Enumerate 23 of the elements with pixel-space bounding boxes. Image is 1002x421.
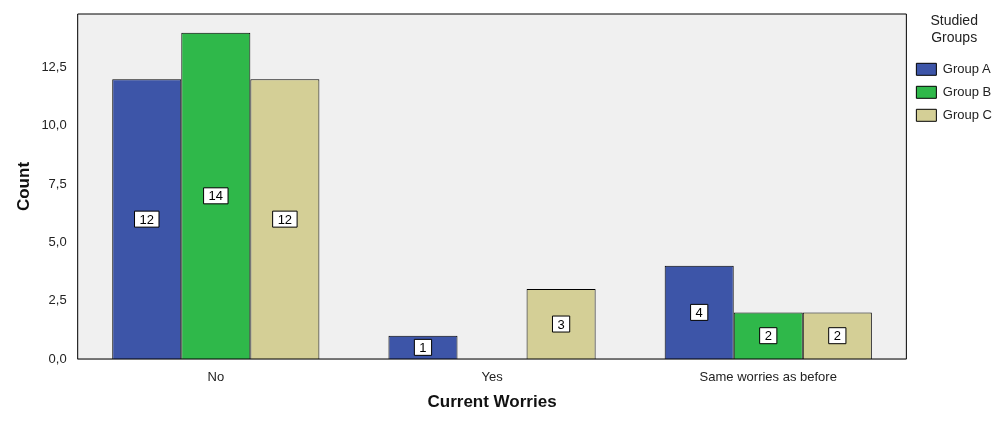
y-tick-label: 2,5 — [48, 292, 67, 308]
x-tick-label: Same worries as before — [699, 369, 837, 385]
data-label: 4 — [695, 304, 703, 320]
legend-label: Group C — [942, 106, 993, 122]
y-axis-title: Count — [13, 161, 33, 212]
legend-title: Studied Groups — [930, 11, 978, 45]
data-label: 14 — [208, 188, 224, 204]
data-label: 2 — [764, 328, 772, 344]
x-tick-label: Yes — [481, 369, 504, 385]
x-axis-title: Current Worries — [427, 392, 557, 412]
data-label: 1 — [419, 339, 427, 355]
data-label: 12 — [139, 211, 154, 227]
legend-label: Group B — [942, 83, 992, 99]
data-label: 2 — [833, 328, 841, 344]
y-tick-label: 10,0 — [41, 117, 67, 133]
x-tick-label: No — [207, 369, 225, 385]
y-tick-label: 7,5 — [48, 175, 67, 191]
y-tick-label: 5,0 — [48, 234, 67, 250]
y-tick-label: 0,0 — [48, 350, 67, 366]
data-label: 12 — [277, 211, 293, 227]
data-label: 3 — [557, 316, 565, 332]
legend-label: Group A — [942, 60, 991, 76]
y-tick-label: 12,5 — [41, 59, 67, 75]
